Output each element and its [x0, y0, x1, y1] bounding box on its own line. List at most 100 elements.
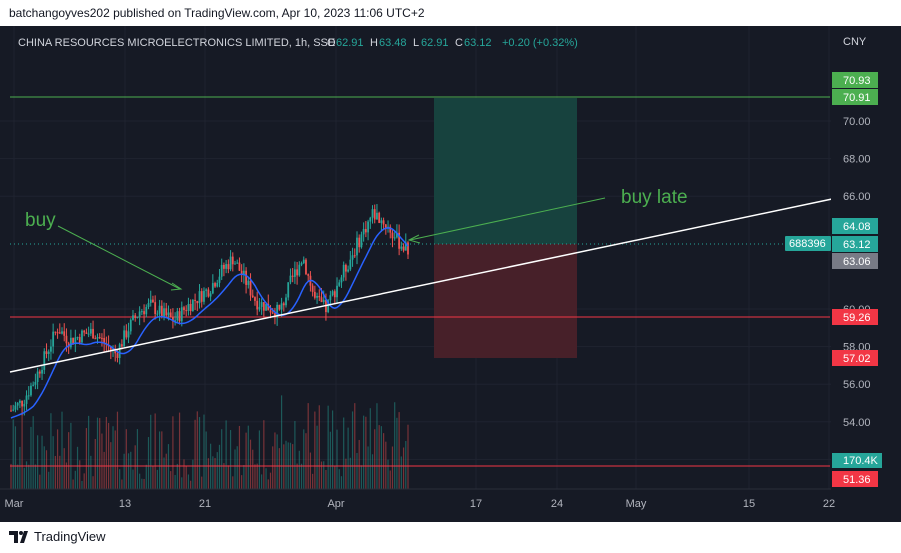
- volume-bar: [256, 463, 258, 489]
- volume-bar: [198, 417, 201, 489]
- candle-body: [125, 330, 128, 338]
- candle-body: [338, 282, 341, 286]
- volume-bar: [185, 465, 187, 489]
- volume-bar: [221, 429, 223, 489]
- volume-bar: [378, 425, 380, 489]
- candle-body: [293, 269, 296, 277]
- candle-body: [251, 295, 254, 298]
- time-tick-label: Mar: [5, 498, 24, 510]
- candle-body: [313, 291, 316, 298]
- candle-body: [120, 344, 123, 347]
- countdown-tag: [785, 236, 831, 251]
- candle-body: [78, 337, 81, 343]
- time-tick-label: 22: [823, 498, 835, 510]
- candle-body: [103, 338, 106, 344]
- volume-bar: [303, 429, 305, 489]
- candle-body: [316, 295, 318, 298]
- candle-body: [87, 333, 90, 335]
- volume-bar: [107, 422, 110, 489]
- volume-bar: [134, 445, 136, 489]
- volume-bar: [105, 416, 107, 489]
- candle-body: [18, 400, 21, 403]
- candle-body: [129, 319, 132, 332]
- buy-late-arrow-head-icon: [407, 234, 421, 244]
- candle-body: [134, 315, 137, 318]
- volume-bar: [360, 465, 363, 489]
- volume-bar: [307, 403, 309, 489]
- candle-body: [118, 344, 121, 358]
- volume-bar: [81, 480, 83, 489]
- volume-bar: [265, 468, 267, 489]
- candle-body: [402, 246, 405, 251]
- candle-body: [344, 264, 347, 272]
- volume-bar: [30, 426, 32, 489]
- candle-body: [132, 315, 134, 320]
- loss-zone[interactable]: [434, 244, 577, 358]
- volume-bar: [272, 446, 274, 489]
- volume-bar: [152, 466, 154, 489]
- volume-bar: [336, 429, 338, 489]
- candle-body: [238, 262, 241, 271]
- candle-body: [369, 217, 372, 222]
- candle-body: [342, 264, 345, 278]
- price-tag-text: 70.91: [843, 92, 871, 104]
- volume-bar: [10, 463, 12, 489]
- volume-bar: [143, 478, 145, 489]
- chart-canvas[interactable]: buy buy late CHINA RESOURCES MICROELECTR…: [0, 26, 901, 522]
- candle-body: [240, 270, 243, 275]
- candle-body: [329, 295, 332, 301]
- volume-bar: [400, 456, 402, 489]
- volume-bar: [223, 463, 225, 489]
- candle-body: [65, 335, 68, 344]
- candle-body: [163, 308, 165, 318]
- time-tick-label: 21: [199, 498, 211, 510]
- volume-bar: [331, 410, 334, 489]
- volume-bar: [41, 435, 43, 489]
- volume-bar: [158, 431, 161, 489]
- volume-bar: [218, 444, 221, 489]
- volume-bar: [45, 450, 48, 489]
- candle-body: [101, 337, 103, 339]
- volume-bar: [19, 446, 21, 489]
- candle-series: [10, 204, 409, 416]
- chart-pane[interactable]: buy buy late CHINA RESOURCES MICROELECTR…: [0, 26, 901, 522]
- candle-body: [14, 405, 17, 410]
- profit-zone[interactable]: [434, 98, 577, 244]
- candle-body: [32, 384, 35, 386]
- volume-bar: [61, 411, 63, 489]
- volume-bar: [227, 465, 229, 489]
- grid: [0, 26, 831, 489]
- candle-body: [205, 289, 208, 291]
- volume-bar: [172, 416, 174, 489]
- buy-label[interactable]: buy: [25, 210, 56, 231]
- moving-average-line: [10, 227, 409, 419]
- volume-bar: [23, 467, 25, 489]
- candle-body: [285, 297, 287, 306]
- buy-late-arrow[interactable]: [409, 197, 606, 241]
- volume-bar: [132, 469, 134, 489]
- candle-body: [10, 410, 12, 412]
- candle-body: [140, 311, 143, 313]
- candle-body: [247, 280, 250, 285]
- candle-body: [92, 328, 94, 339]
- volume-bar: [183, 459, 185, 489]
- candle-body: [291, 275, 294, 277]
- trendline[interactable]: [9, 198, 833, 373]
- volume-bar: [249, 439, 252, 489]
- candle-body: [223, 264, 225, 269]
- candle-body: [81, 330, 83, 343]
- volume-bar: [147, 437, 150, 489]
- candle-body: [203, 290, 205, 302]
- candle-body: [83, 330, 86, 333]
- buy-late-label[interactable]: buy late: [621, 187, 688, 208]
- candle-body: [340, 277, 343, 283]
- time-tick-label: Apr: [327, 498, 344, 510]
- price-tags: 70.93 70.91 64.08 63.12 63.06 59.26 57.02 51.36: [832, 72, 878, 487]
- candle-body: [216, 282, 219, 287]
- candle-body: [391, 232, 394, 239]
- candle-body: [178, 311, 181, 322]
- volume-bar: [225, 420, 227, 489]
- brand-name: TradingView: [34, 529, 106, 544]
- buy-arrow[interactable]: [57, 225, 181, 290]
